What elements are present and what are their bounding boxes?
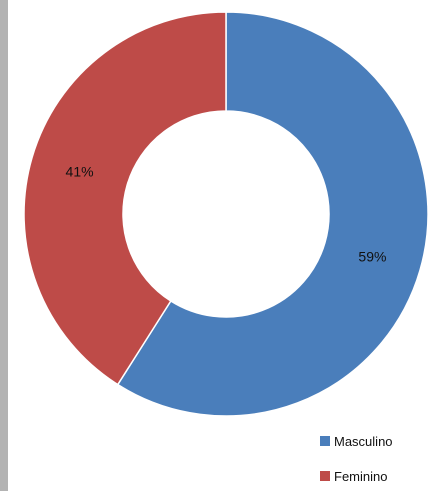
chart-legend: Masculino Feminino: [320, 434, 393, 484]
legend-item-masculino: Masculino: [320, 434, 393, 449]
legend-label-feminino: Feminino: [334, 469, 387, 484]
slice-label-masculino: 59%: [358, 249, 386, 265]
legend-label-masculino: Masculino: [334, 434, 393, 449]
slice-labels: 59% 41%: [66, 163, 387, 264]
donut-slice-feminino: [23, 11, 227, 386]
legend-swatch-feminino: [320, 471, 330, 481]
legend-item-feminino: Feminino: [320, 469, 387, 484]
legend-swatch-masculino: [320, 436, 330, 446]
slice-label-feminino: 41%: [66, 163, 94, 179]
donut-slices: [23, 11, 429, 417]
donut-slice-masculino: [116, 11, 429, 417]
left-border-strip: [0, 0, 8, 491]
